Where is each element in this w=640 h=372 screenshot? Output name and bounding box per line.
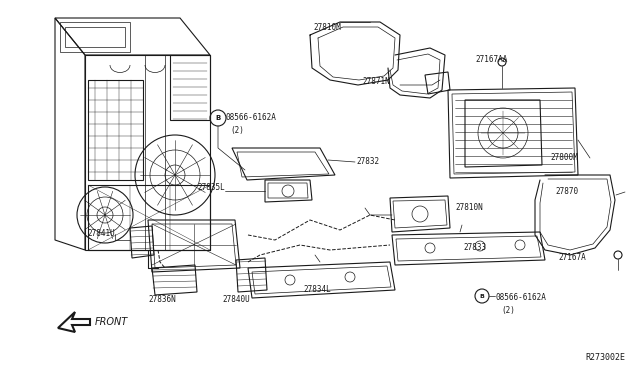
Text: 27840U: 27840U xyxy=(222,295,250,305)
Text: 27835L: 27835L xyxy=(197,183,225,192)
Text: 27167A: 27167A xyxy=(558,253,586,263)
Text: (2): (2) xyxy=(501,305,515,314)
Text: 27800M: 27800M xyxy=(550,154,578,163)
Text: R273002E: R273002E xyxy=(585,353,625,362)
Text: 27810M: 27810M xyxy=(313,23,340,32)
Text: 27167AA: 27167AA xyxy=(475,55,508,64)
Text: 27810N: 27810N xyxy=(455,203,483,212)
Text: 27834L: 27834L xyxy=(303,285,331,295)
Text: B: B xyxy=(479,294,484,298)
Text: 27841U: 27841U xyxy=(87,230,115,238)
Text: 27871N: 27871N xyxy=(362,77,390,87)
Text: 08566-6162A: 08566-6162A xyxy=(225,113,276,122)
Text: 27832: 27832 xyxy=(356,157,379,167)
Text: B: B xyxy=(216,115,221,121)
Text: (2): (2) xyxy=(230,126,244,135)
Text: 27836N: 27836N xyxy=(148,295,176,305)
Text: 27833: 27833 xyxy=(463,244,486,253)
Text: 08566-6162A: 08566-6162A xyxy=(496,294,547,302)
Text: 27870: 27870 xyxy=(555,187,578,196)
Text: FRONT: FRONT xyxy=(95,317,128,327)
